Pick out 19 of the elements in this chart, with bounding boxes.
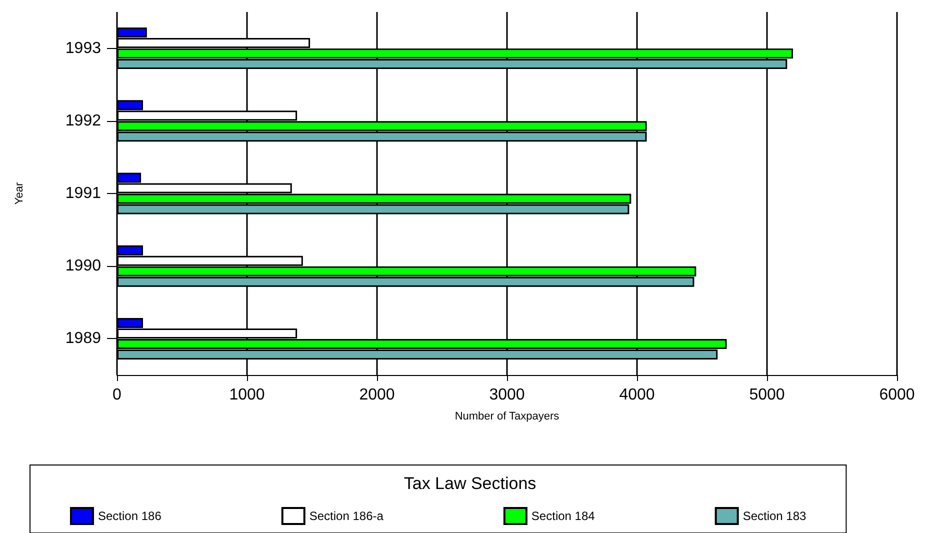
y-tick-label: 1990 <box>65 258 102 275</box>
x-tick-label: 6000 <box>879 386 915 404</box>
y-tick-label: 1991 <box>65 185 102 202</box>
legend-label: Section 183 <box>742 509 807 523</box>
legend-label: Section 186 <box>98 509 162 523</box>
legend-label: Section 184 <box>531 509 596 523</box>
y-tick-label: 1989 <box>65 330 102 348</box>
y-tick-label: 1992 <box>65 112 102 130</box>
x-tick-label: 4000 <box>619 386 655 404</box>
legend-label: Section 186-a <box>309 509 384 523</box>
x-tick-label: 0 <box>112 386 122 404</box>
x-tick-label: 1000 <box>229 386 265 404</box>
y-tick-label: 1993 <box>65 40 102 57</box>
x-tick-label: 3000 <box>489 386 525 404</box>
x-tick-label: 5000 <box>749 386 785 404</box>
x-axis-title: Number of Taxpayers <box>454 410 560 422</box>
x-tick-label: 2000 <box>359 386 395 404</box>
y-axis-title: Year <box>14 182 26 205</box>
legend-title: Tax Law Sections <box>404 474 536 493</box>
